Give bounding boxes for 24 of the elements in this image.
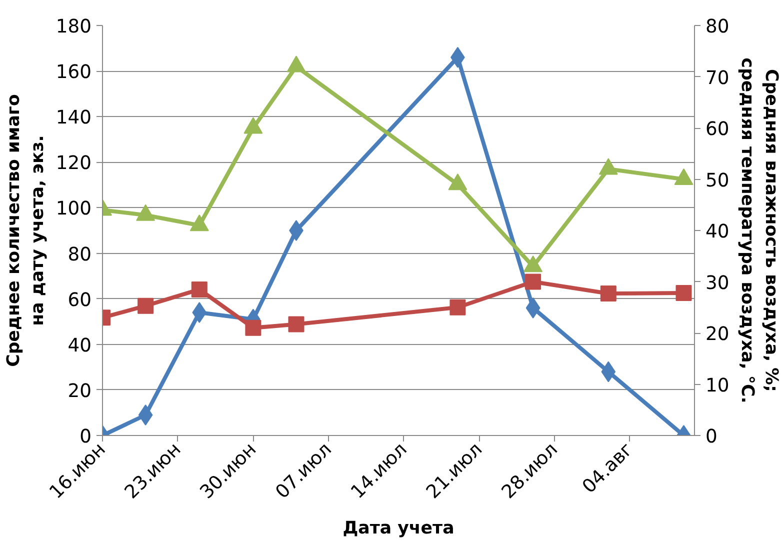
y2-tick-label: 20 bbox=[706, 324, 730, 345]
y-tick-label: 0 bbox=[80, 426, 92, 448]
y-tick-label: 80 bbox=[68, 244, 92, 266]
y2-axis-title: Средняя влажность воздуха, %; средняя температура воздуха, °C. bbox=[737, 58, 782, 404]
y2-tick-label: 80 bbox=[706, 16, 730, 38]
x-axis-title: Дата учета bbox=[342, 518, 454, 539]
y-tick-label: 120 bbox=[56, 153, 92, 174]
y-tick-label: 100 bbox=[56, 198, 92, 220]
y-tick-label: 60 bbox=[68, 290, 92, 311]
point bbox=[192, 302, 207, 323]
point bbox=[138, 404, 153, 426]
y2-tick-label: 0 bbox=[706, 426, 718, 448]
y-tick-label: 140 bbox=[56, 108, 92, 129]
y-axis-title: Среднее количество имаго на дату учета, экз. bbox=[4, 94, 48, 367]
y2-tick-label: 60 bbox=[706, 119, 730, 140]
y2-tick-label: 50 bbox=[706, 170, 730, 192]
y2-tick-label: 70 bbox=[706, 68, 730, 89]
y2-tick-label: 30 bbox=[706, 272, 730, 294]
y2-tick-label: 10 bbox=[706, 375, 730, 396]
y-tick-label: 160 bbox=[56, 62, 92, 84]
y-tick-label: 40 bbox=[68, 335, 92, 356]
y-tick-label: 20 bbox=[68, 380, 92, 402]
y-tick-label: 180 bbox=[56, 16, 92, 38]
y2-tick-label: 40 bbox=[706, 222, 730, 242]
